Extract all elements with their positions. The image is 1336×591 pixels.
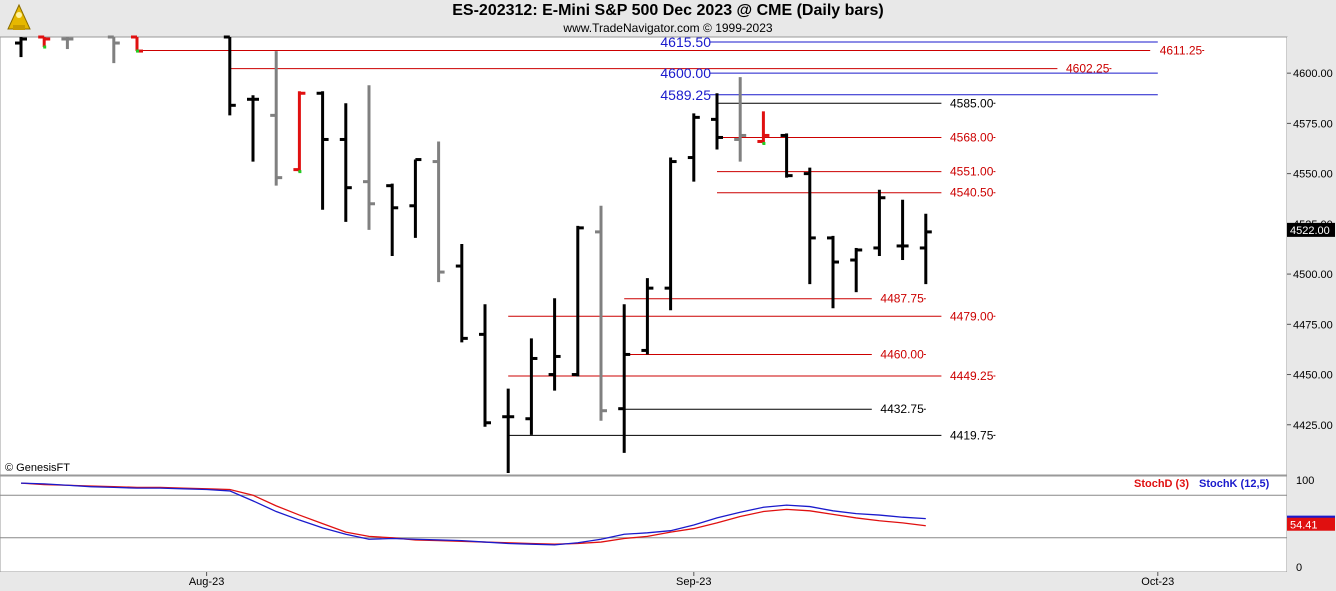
- level-label-bg: [941, 130, 994, 144]
- level-label-bg: [941, 164, 994, 178]
- price-tick-label: 4550.00: [1293, 169, 1333, 181]
- genesis-logo-icon[interactable]: [4, 3, 34, 33]
- level-label: 4585.00: [950, 96, 994, 110]
- level-label-bg: [871, 291, 924, 305]
- level-label-bg: [871, 402, 924, 416]
- stochd-legend: StochD (3): [1134, 478, 1189, 490]
- stochk-line[interactable]: [20, 482, 926, 546]
- level-label: 4611.25: [1160, 44, 1203, 58]
- level-label-bg: [871, 347, 924, 361]
- chart-subtitle: www.TradeNavigator.com © 1999-2023: [563, 21, 773, 35]
- level-label-bg: [1057, 61, 1110, 75]
- copyright-label: © GenesisFT: [5, 462, 70, 474]
- level-label: 4460.00: [880, 347, 924, 361]
- level-label-bg: [941, 369, 994, 383]
- level-label: 4600.00: [660, 65, 711, 81]
- level-label-bg: [941, 96, 994, 110]
- level-label: 4449.25: [950, 369, 994, 383]
- stoch-tick-label: 100: [1296, 475, 1314, 487]
- level-label: 4479.00: [950, 309, 994, 323]
- date-tick-label: Aug-23: [189, 576, 224, 588]
- date-tick-label: Sep-23: [676, 576, 711, 588]
- level-label: 4487.75: [880, 292, 924, 306]
- stoch-tick-label: 0: [1296, 562, 1302, 574]
- stochd-badge: [1287, 517, 1335, 531]
- chart-header: ES-202312: E-Mini S&P 500 Dec 2023 @ CME…: [0, 0, 1336, 37]
- price-tick-label: 4575.00: [1293, 118, 1333, 130]
- last-price-badge: [1287, 222, 1335, 237]
- level-label: 4589.25: [660, 87, 711, 103]
- level-label: 4615.50: [660, 34, 711, 50]
- right-axis-area: [1287, 37, 1336, 591]
- level-label: 4540.50: [950, 186, 994, 200]
- level-label: 4419.75: [950, 428, 994, 442]
- level-label-bg: [941, 309, 994, 323]
- level-label: 4432.75: [880, 402, 924, 416]
- price-tick-label: 4475.00: [1293, 319, 1333, 331]
- level-label-bg: [941, 428, 994, 442]
- stochk-legend: StochK (12,5): [1199, 478, 1270, 490]
- date-tick-label: Oct-23: [1141, 576, 1174, 588]
- price-tick-label: 4500.00: [1293, 269, 1333, 281]
- level-label: 4602.25: [1066, 62, 1110, 76]
- level-label-bg: [941, 185, 994, 199]
- level-label: 4568.00: [950, 130, 994, 144]
- chart-title: ES-202312: E-Mini S&P 500 Dec 2023 @ CME…: [452, 2, 884, 19]
- stochd-last-label: 54.41: [1290, 520, 1318, 532]
- price-tick-label: 4600.00: [1293, 68, 1333, 80]
- level-label: 4551.00: [950, 165, 994, 179]
- last-price-label: 4522.00: [1290, 225, 1330, 237]
- price-panel[interactable]: [0, 36, 1288, 476]
- price-tick-label: 4450.00: [1293, 370, 1333, 382]
- level-label-bg: [1150, 43, 1203, 57]
- bottom-axis-area: [0, 572, 1287, 591]
- price-tick-label: 4425.00: [1293, 420, 1333, 432]
- stochastic-panel[interactable]: [0, 475, 1288, 573]
